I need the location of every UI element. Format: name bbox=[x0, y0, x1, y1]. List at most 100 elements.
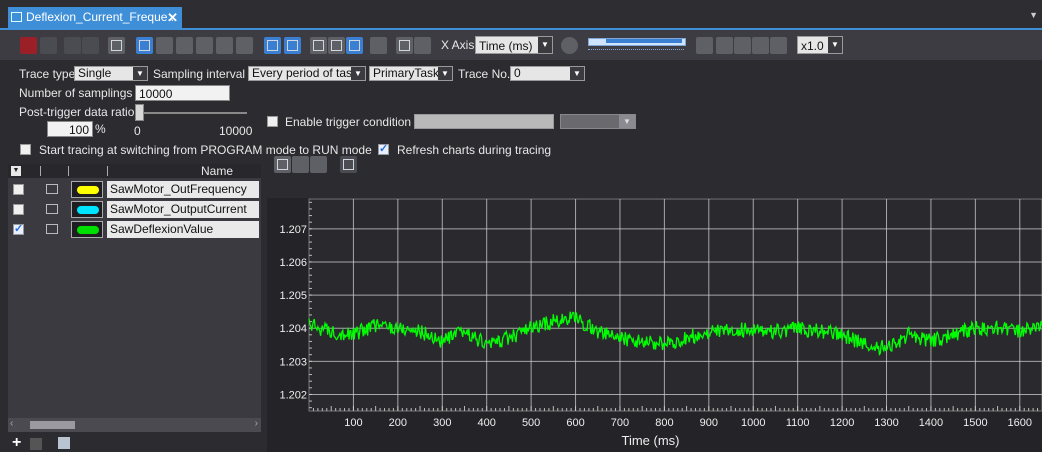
y-tick-label: 1.207 bbox=[279, 224, 307, 236]
variable-row[interactable]: SawDeflexionValue bbox=[8, 221, 261, 239]
x-tick-label: 700 bbox=[611, 417, 629, 429]
post-trigger-slider-track[interactable] bbox=[137, 112, 247, 114]
variable-name-field[interactable]: SawMotor_OutputCurrent bbox=[107, 201, 259, 218]
scroll-right-icon[interactable]: › bbox=[254, 418, 258, 429]
refresh-charts-checkbox[interactable] bbox=[378, 142, 389, 155]
delete-variable-icon[interactable] bbox=[30, 438, 42, 450]
reset-icon[interactable] bbox=[82, 37, 99, 54]
color-pill bbox=[76, 185, 100, 195]
x-tick-label: 500 bbox=[522, 417, 540, 429]
stop-record-icon[interactable] bbox=[20, 37, 37, 54]
variable-name-field[interactable]: SawDeflexionValue bbox=[107, 221, 259, 238]
xy-chart-icon[interactable] bbox=[346, 37, 363, 54]
variable-checkbox[interactable] bbox=[13, 184, 24, 195]
trace-type-label: Trace type bbox=[19, 67, 76, 81]
import-icon[interactable] bbox=[414, 37, 431, 54]
skip-forward-icon[interactable] bbox=[770, 37, 787, 54]
chevron-down-icon[interactable]: ▼ bbox=[1029, 10, 1038, 20]
chevron-down-icon: ▼ bbox=[570, 67, 584, 80]
column-divider bbox=[68, 166, 69, 176]
chevron-down-icon: ▼ bbox=[538, 37, 552, 53]
deflexion-chart: 100 200 300 400 500 600 700 800 900 1000 1100 1200 1… bbox=[279, 198, 1042, 448]
select-all-dropdown[interactable]: ▼ bbox=[11, 166, 21, 176]
trigger-condition-select[interactable]: ▼ bbox=[560, 114, 636, 129]
play-icon[interactable] bbox=[716, 37, 733, 54]
chart-icon[interactable] bbox=[46, 184, 58, 194]
overlay-chart-icon[interactable] bbox=[328, 37, 345, 54]
post-trigger-input[interactable]: 100 bbox=[47, 121, 93, 137]
enable-trigger-checkbox[interactable] bbox=[267, 116, 278, 127]
pause-icon[interactable] bbox=[734, 37, 751, 54]
split-chart-icon[interactable] bbox=[310, 37, 327, 54]
x-axis-value: Time (ms) bbox=[479, 39, 533, 53]
chart-icon[interactable] bbox=[46, 224, 58, 234]
post-trigger-slider-thumb[interactable] bbox=[135, 104, 144, 121]
marker-icon[interactable] bbox=[216, 37, 233, 54]
scroll-left-icon[interactable]: ‹ bbox=[10, 418, 14, 429]
x-tick-label: 400 bbox=[478, 417, 496, 429]
trigger-variable-field[interactable] bbox=[414, 114, 554, 129]
zoom-in-icon[interactable] bbox=[292, 156, 309, 173]
start-tracing-checkbox[interactable] bbox=[20, 144, 31, 155]
x-axis-label: X Axis bbox=[441, 38, 475, 52]
table-view-icon[interactable] bbox=[284, 37, 301, 54]
variable-row[interactable]: SawMotor_OutFrequency bbox=[8, 181, 261, 199]
zoom-out-icon[interactable] bbox=[310, 156, 327, 173]
chart-icon[interactable] bbox=[46, 204, 58, 214]
measure-icon[interactable] bbox=[196, 37, 213, 54]
trace-no-value: 0 bbox=[514, 66, 521, 80]
series-line bbox=[308, 311, 1042, 357]
grid-icon[interactable] bbox=[136, 37, 153, 54]
trigger-icon[interactable] bbox=[64, 37, 81, 54]
color-swatch[interactable] bbox=[71, 181, 103, 198]
settings-icon[interactable] bbox=[108, 37, 125, 54]
list-icon[interactable] bbox=[58, 437, 70, 449]
sampling-interval-select[interactable]: Every period of task ▼ bbox=[248, 66, 366, 81]
variable-checkbox[interactable] bbox=[13, 222, 24, 235]
tab-trace[interactable]: Deflexion_Current_Freque... ✕ bbox=[8, 7, 182, 28]
y-tick-label: 1.204 bbox=[279, 323, 307, 335]
y-tick-label: 1.203 bbox=[279, 356, 307, 368]
zoom-fit-icon[interactable] bbox=[274, 156, 291, 173]
skip-back-icon[interactable] bbox=[696, 37, 713, 54]
num-samplings-label: Number of samplings bbox=[19, 86, 133, 100]
x-axis-select[interactable]: Time (ms) ▼ bbox=[475, 36, 553, 54]
stop-icon[interactable] bbox=[752, 37, 769, 54]
variable-row[interactable]: SawMotor_OutputCurrent bbox=[8, 201, 261, 219]
record-icon[interactable] bbox=[40, 37, 57, 54]
annotation-icon[interactable] bbox=[236, 37, 253, 54]
plot-area bbox=[308, 198, 1042, 412]
color-swatch[interactable] bbox=[71, 221, 103, 238]
close-icon[interactable]: ✕ bbox=[167, 10, 178, 25]
speed-select[interactable]: x1.0 ▼ bbox=[797, 36, 843, 54]
chart-grid-icon[interactable] bbox=[340, 156, 357, 173]
list-icon[interactable] bbox=[370, 37, 387, 54]
chevron-down-icon: ▼ bbox=[828, 37, 842, 53]
dual-cursor-icon[interactable] bbox=[176, 37, 193, 54]
enable-trigger-label: Enable trigger condition bbox=[285, 115, 412, 129]
cursor-icon[interactable] bbox=[156, 37, 173, 54]
task-select[interactable]: PrimaryTask ▼ bbox=[369, 66, 453, 81]
variable-checkbox[interactable] bbox=[13, 204, 24, 215]
name-column-header: Name bbox=[201, 164, 234, 178]
color-swatch[interactable] bbox=[71, 201, 103, 218]
x-tick-label: 200 bbox=[389, 417, 407, 429]
chart-view-icon[interactable] bbox=[264, 37, 281, 54]
y-tick-label: 1.202 bbox=[279, 389, 307, 401]
scrollbar-thumb[interactable] bbox=[30, 421, 75, 429]
toolbar: X Axis Time (ms) ▼ x1.0 ▼ bbox=[0, 30, 1042, 60]
variable-h-scrollbar[interactable]: ‹ › bbox=[8, 418, 261, 432]
add-variable-icon[interactable]: + bbox=[12, 434, 22, 451]
variable-name-field[interactable]: SawMotor_OutFrequency bbox=[107, 181, 259, 198]
slider-min-label: 0 bbox=[134, 124, 141, 138]
trace-no-select[interactable]: 0 ▼ bbox=[510, 66, 585, 81]
playback-ticks bbox=[588, 49, 684, 51]
clock-icon[interactable] bbox=[561, 37, 578, 54]
speed-value: x1.0 bbox=[801, 39, 824, 53]
x-tick-label: 1600 bbox=[1008, 417, 1032, 429]
trace-type-select[interactable]: Single ▼ bbox=[74, 66, 148, 81]
export-icon[interactable] bbox=[396, 37, 413, 54]
x-tick-label: 1300 bbox=[874, 417, 898, 429]
post-trigger-unit: % bbox=[95, 122, 106, 136]
num-samplings-input[interactable]: 10000 bbox=[135, 85, 230, 101]
